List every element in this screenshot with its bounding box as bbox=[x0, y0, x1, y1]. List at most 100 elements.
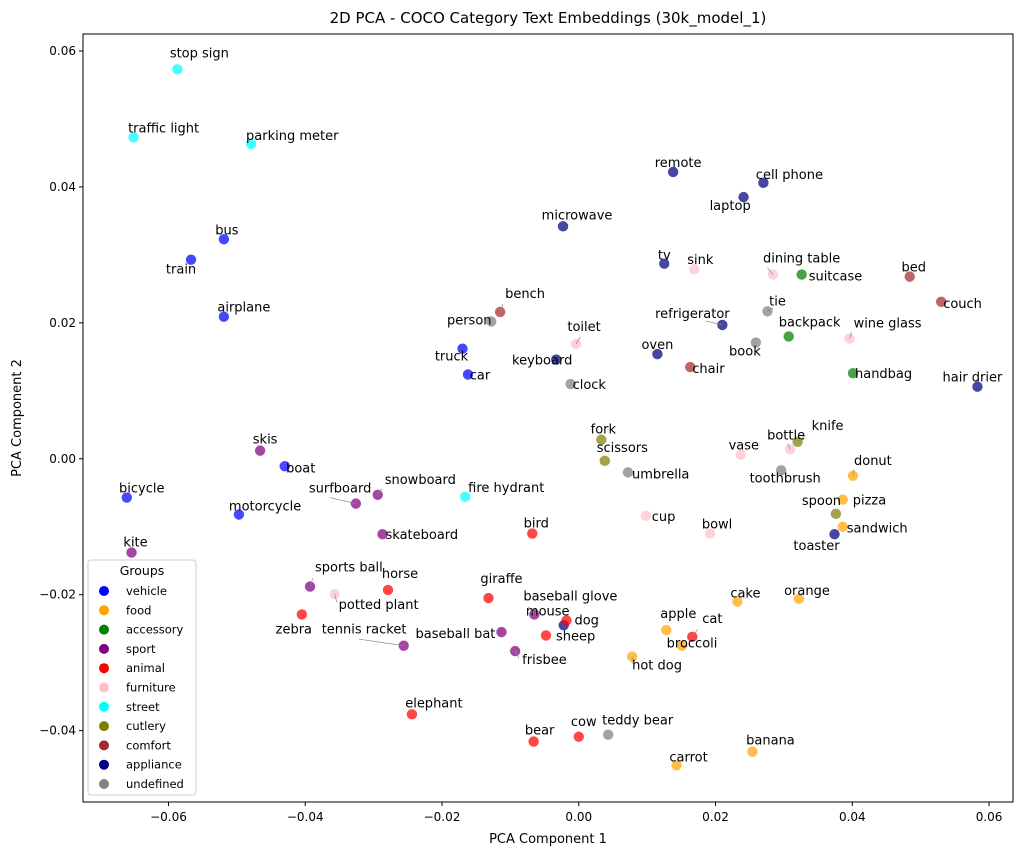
plot-frame bbox=[82, 33, 1014, 803]
x-tick-label: 0.00 bbox=[565, 810, 592, 824]
x-axis-label: PCA Component 1 bbox=[489, 832, 607, 847]
legend-marker-street bbox=[99, 701, 109, 712]
point-label-sink: sink bbox=[687, 253, 714, 268]
point-clock bbox=[565, 378, 576, 390]
x-tick-label: −0.04 bbox=[287, 810, 324, 824]
leader-line bbox=[334, 593, 338, 603]
point-hair-drier bbox=[972, 381, 983, 392]
legend: Groups vehicle food accessory sport animal fur… bbox=[87, 559, 197, 796]
leader-line bbox=[358, 638, 404, 647]
point-suitcase bbox=[796, 269, 807, 280]
legend-label-furniture: furniture bbox=[126, 681, 176, 695]
legend-label-comfort: comfort bbox=[126, 738, 171, 752]
point-label-microwave: microwave bbox=[542, 208, 613, 223]
point-baseball-bat bbox=[496, 626, 507, 638]
point-label-suitcase: suitcase bbox=[809, 270, 863, 285]
point-label-toothbrush: toothbrush bbox=[750, 471, 821, 486]
point-toothbrush bbox=[775, 465, 787, 476]
point-bicycle bbox=[121, 492, 132, 503]
point-airplane bbox=[218, 311, 230, 322]
leader-line bbox=[767, 267, 774, 275]
legend-marker-furniture bbox=[99, 682, 109, 693]
point-label-bench: bench bbox=[505, 287, 545, 302]
point-label-dog: dog bbox=[574, 614, 598, 629]
point-label-laptop: laptop bbox=[710, 199, 751, 214]
point-label-cell-phone: cell phone bbox=[756, 168, 823, 183]
legend-marker-comfort bbox=[99, 740, 109, 751]
x-tick-label: −0.02 bbox=[424, 810, 461, 824]
point-keyboard bbox=[551, 354, 562, 365]
point-orange bbox=[793, 593, 805, 604]
point-label-parking-meter: parking meter bbox=[246, 129, 339, 144]
point-label-refrigerator: refrigerator bbox=[655, 307, 730, 322]
point-label-car: car bbox=[470, 369, 491, 384]
point-elephant bbox=[406, 709, 418, 720]
point-label-traffic-light: traffic light bbox=[128, 121, 199, 136]
legend-marker-accessory bbox=[99, 624, 109, 635]
point-zebra bbox=[296, 609, 308, 620]
point-label-scissors: scissors bbox=[597, 441, 648, 456]
legend-label-street: street bbox=[126, 700, 160, 714]
point-label-teddy-bear: teddy bear bbox=[602, 714, 674, 729]
y-axis-label: PCA Component 2 bbox=[10, 359, 25, 477]
point-label-couch: couch bbox=[943, 297, 982, 312]
point-label-vase: vase bbox=[729, 439, 759, 454]
legend-marker-vehicle bbox=[99, 586, 109, 596]
axis-ticks: −0.06 −0.04 −0.02 0.00 0.02 0.04 0.06 −0.04 −0.0… bbox=[39, 44, 1002, 824]
point-label-hot-dog: hot dog bbox=[632, 659, 682, 674]
point-apple bbox=[661, 624, 672, 636]
point-label-toaster: toaster bbox=[793, 539, 840, 554]
point-label-stop-sign: stop sign bbox=[170, 46, 229, 61]
legend-marker-cutlery bbox=[99, 721, 109, 732]
point-label-bowl: bowl bbox=[702, 518, 732, 533]
x-tick-label: −0.06 bbox=[150, 810, 187, 824]
point-sink bbox=[689, 263, 700, 275]
x-tick-label: 0.04 bbox=[839, 810, 866, 824]
point-label-tennis-racket: tennis racket bbox=[322, 623, 407, 638]
point-scissors bbox=[599, 455, 610, 467]
leader-line bbox=[329, 497, 356, 504]
point-label-keyboard: keyboard bbox=[512, 354, 572, 369]
legend-label-accessory: accessory bbox=[126, 623, 184, 637]
point-label-zebra: zebra bbox=[276, 622, 312, 637]
point-label-orange: orange bbox=[784, 584, 830, 599]
point-label-bottle: bottle bbox=[767, 428, 805, 443]
point-vase bbox=[735, 449, 747, 460]
x-tick-label: 0.02 bbox=[702, 810, 729, 824]
point-label-clock: clock bbox=[573, 378, 607, 393]
legend-label-vehicle: vehicle bbox=[126, 584, 167, 598]
point-labels: stop sign traffic light parking meter fire … bbox=[119, 46, 1003, 765]
point-label-cow: cow bbox=[571, 715, 597, 730]
legend-marker-sport bbox=[99, 643, 109, 654]
point-fork bbox=[596, 434, 607, 445]
point-label-truck: truck bbox=[435, 350, 469, 365]
leader-line bbox=[377, 488, 382, 495]
point-label-pizza: pizza bbox=[853, 494, 886, 509]
point-laptop bbox=[738, 191, 749, 203]
point-traffic-light bbox=[128, 132, 139, 143]
point-label-fork: fork bbox=[591, 423, 617, 438]
legend-label-sport: sport bbox=[126, 642, 156, 656]
leader-line bbox=[575, 336, 581, 345]
y-tick-label: −0.04 bbox=[39, 724, 76, 738]
point-label-banana: banana bbox=[746, 734, 795, 749]
leader-line bbox=[849, 332, 853, 339]
point-label-carrot: carrot bbox=[669, 750, 707, 765]
point-bus bbox=[218, 234, 230, 245]
point-book bbox=[750, 337, 762, 348]
point-skateboard bbox=[377, 529, 388, 540]
point-toaster bbox=[829, 529, 840, 540]
data-points bbox=[121, 64, 983, 771]
point-truck bbox=[457, 343, 468, 354]
point-bowl bbox=[704, 528, 716, 539]
point-label-skis: skis bbox=[253, 433, 278, 448]
point-label-bicycle: bicycle bbox=[119, 482, 164, 497]
point-handbag bbox=[847, 367, 859, 379]
point-label-wine-glass: wine glass bbox=[854, 316, 922, 331]
point-dog bbox=[561, 615, 572, 626]
point-chair bbox=[685, 361, 696, 373]
point-spoon bbox=[830, 508, 842, 520]
point-bench bbox=[494, 306, 506, 318]
point-label-baseball-bat: baseball bat bbox=[416, 627, 496, 642]
leader-line bbox=[499, 304, 504, 313]
